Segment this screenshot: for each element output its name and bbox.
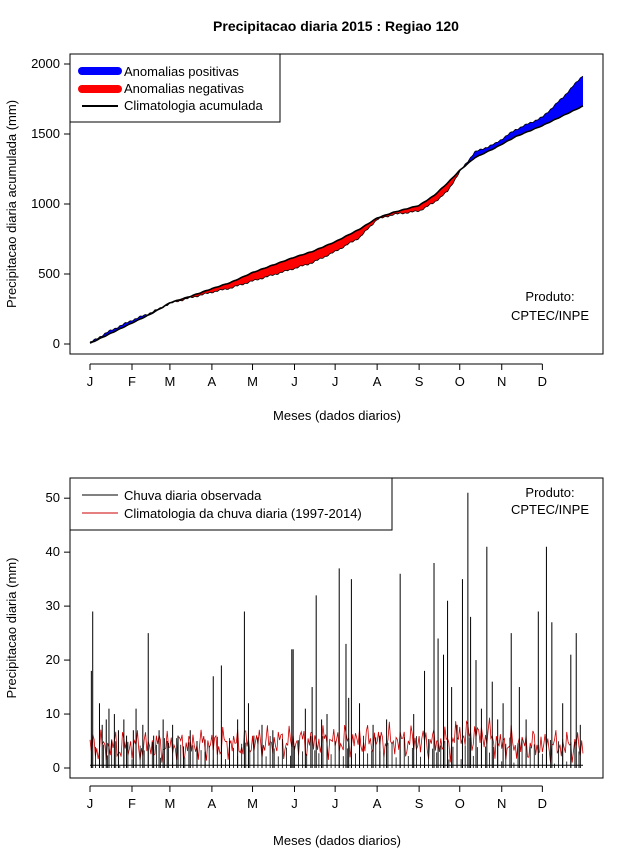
- x-tick-label: F: [128, 796, 136, 811]
- x-tick-label: D: [538, 374, 547, 389]
- y-axis: 0 500 1000 1500 2000: [31, 56, 71, 351]
- y-axis-label: Precipitacao diaria acumulada (mm): [4, 100, 19, 308]
- x-tick-label: N: [497, 374, 506, 389]
- x-tick-label: J: [291, 796, 298, 811]
- chart-title: Precipitacao diaria 2015 : Regiao 120: [213, 18, 459, 34]
- x-tick-label: S: [415, 374, 424, 389]
- legend-label-climatology: Climatologia da chuva diaria (1997-2014): [124, 506, 362, 521]
- x-tick-label: A: [373, 796, 382, 811]
- x-tick-label: A: [208, 796, 217, 811]
- x-tick-label: S: [415, 796, 424, 811]
- x-tick-label: M: [164, 374, 175, 389]
- x-tick-label: M: [247, 374, 258, 389]
- product-label: Produto:: [525, 289, 574, 304]
- legend-label-positive: Anomalias positivas: [124, 64, 239, 79]
- x-tick-label: J: [87, 796, 94, 811]
- accumulated-chart: 0 500 1000 1500 2000 J F M A M J J A S O N D Precipitac…: [4, 53, 604, 423]
- x-tick-label: A: [208, 374, 217, 389]
- legend-label-observed: Chuva diaria observada: [124, 488, 262, 503]
- y-tick-label: 0: [53, 336, 60, 351]
- product-source: CPTEC/INPE: [511, 308, 589, 323]
- legend-box: [69, 477, 393, 531]
- product-label: Produto:: [525, 485, 574, 500]
- x-axis-label: Meses (dados diarios): [273, 408, 401, 423]
- y-tick-label: 40: [46, 544, 60, 559]
- x-tick-label: D: [538, 796, 547, 811]
- y-axis-label: Precipitacao diaria (mm): [4, 558, 19, 699]
- x-tick-label: J: [291, 374, 298, 389]
- positive-anomaly-area: [463, 76, 583, 168]
- climatology-accumulated-line: [89, 105, 584, 344]
- y-tick-label: 1000: [31, 196, 60, 211]
- daily-chart: 0 10 20 30 40 50 J F M A M J J A S O N D Precipitacao di…: [4, 477, 604, 848]
- x-tick-label: F: [128, 374, 136, 389]
- y-tick-label: 500: [38, 266, 60, 281]
- legend: Chuva diaria observada Climatologia da c…: [69, 477, 393, 531]
- y-tick-label: 1500: [31, 126, 60, 141]
- observed-bars: [90, 492, 583, 768]
- y-tick-label: 10: [46, 706, 60, 721]
- y-axis: 0 10 20 30 40 50: [46, 490, 71, 775]
- x-tick-label: J: [87, 374, 94, 389]
- x-tick-label: M: [164, 796, 175, 811]
- y-tick-label: 2000: [31, 56, 60, 71]
- climatology-daily-line: [89, 717, 584, 763]
- legend: Anomalias positivas Anomalias negativas …: [69, 53, 281, 123]
- x-tick-label: N: [497, 796, 506, 811]
- x-tick-label: O: [455, 796, 465, 811]
- legend-label-climatology: Climatologia acumulada: [124, 98, 264, 113]
- x-tick-label: M: [247, 796, 258, 811]
- series-lines: [89, 75, 584, 344]
- x-tick-label: J: [332, 796, 339, 811]
- x-tick-label: J: [332, 374, 339, 389]
- y-tick-label: 50: [46, 490, 60, 505]
- y-tick-label: 0: [53, 760, 60, 775]
- x-tick-label: A: [373, 374, 382, 389]
- negative-anomaly-area: [171, 166, 464, 303]
- product-source: CPTEC/INPE: [511, 502, 589, 517]
- x-tick-label: O: [455, 374, 465, 389]
- y-tick-label: 20: [46, 652, 60, 667]
- climatology-line: [89, 717, 584, 763]
- y-tick-label: 30: [46, 598, 60, 613]
- x-axis-label: Meses (dados diarios): [273, 833, 401, 848]
- legend-label-negative: Anomalias negativas: [124, 81, 244, 96]
